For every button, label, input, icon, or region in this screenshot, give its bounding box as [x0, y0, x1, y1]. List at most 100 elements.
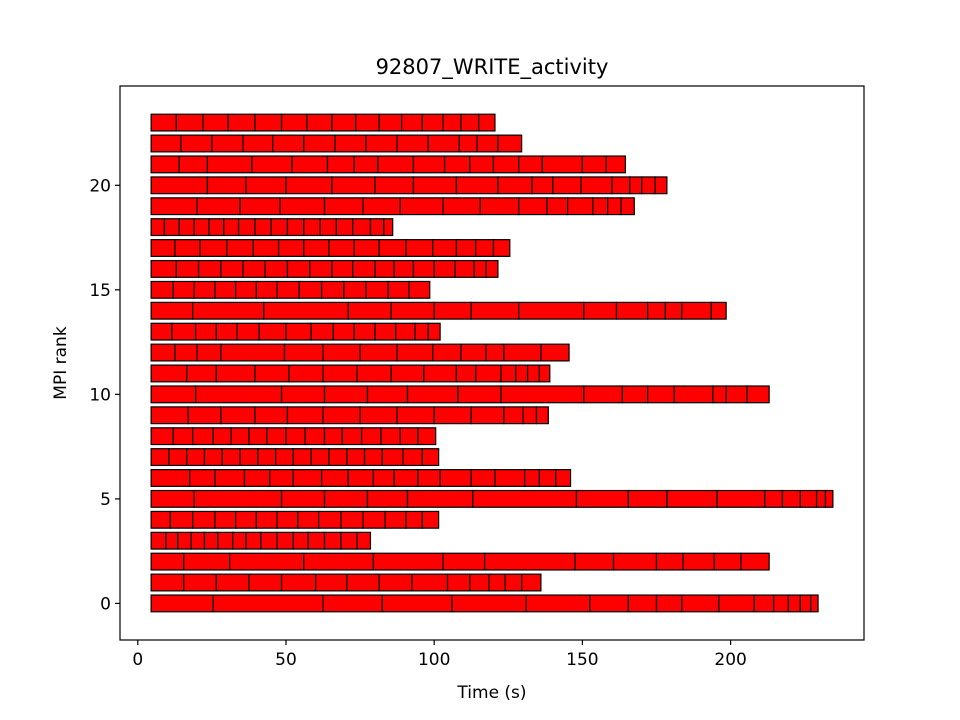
write-segment-bar [150, 489, 195, 508]
write-segment-bar [372, 552, 444, 571]
write-segment-bar [180, 134, 213, 153]
write-segment-bar [320, 280, 345, 299]
write-segment-bar [475, 239, 495, 257]
write-segment-bar [150, 385, 197, 404]
write-segment-bar [402, 448, 423, 467]
rank-16-bars [150, 259, 499, 278]
write-segment-bar [297, 510, 320, 529]
write-segment-bar [405, 510, 423, 529]
write-segment-bar [328, 239, 355, 257]
write-segment-bar [541, 155, 584, 174]
write-segment-bar [469, 155, 495, 174]
write-segment-bar [540, 343, 570, 362]
write-segment-bar [255, 510, 278, 529]
write-segment-bar [303, 218, 321, 237]
write-segment-bar [286, 259, 311, 278]
write-segment-bar [384, 510, 407, 529]
write-segment-bar [340, 510, 364, 529]
rank-14-bars [150, 301, 727, 320]
rank-1-bars [150, 573, 542, 592]
write-segment-bar [331, 176, 376, 195]
write-segment-bar [355, 113, 380, 132]
write-segment-bar [187, 406, 222, 425]
write-segment-bar [245, 531, 262, 550]
write-segment-bar [362, 510, 386, 529]
write-segment-bar [322, 343, 361, 362]
write-segment-bar [199, 239, 228, 257]
chart-title: 92807_WRITE_activity [376, 55, 609, 80]
write-segment-bar [681, 301, 712, 320]
write-segment-bar [220, 259, 244, 278]
write-segment-bar [280, 489, 326, 508]
write-segment-bar [583, 301, 618, 320]
write-segment-bar [378, 113, 403, 132]
rank-21-bars [150, 155, 626, 174]
write-segment-bar [285, 322, 312, 341]
write-segment-bar [546, 197, 569, 216]
write-segment-bar [524, 469, 541, 487]
write-segment-bar [515, 364, 529, 383]
write-segment-bar [612, 552, 658, 571]
write-segment-bar [412, 176, 458, 195]
write-segment-bar [408, 280, 431, 299]
rank-15-bars [150, 280, 431, 299]
write-segment-bar [366, 489, 409, 508]
write-segment-bar [432, 343, 462, 362]
write-segment-bar [260, 531, 278, 550]
rank-12-bars [150, 343, 570, 362]
write-segment-bar [439, 469, 472, 487]
rank-18-bars [150, 218, 394, 237]
write-segment-bar [150, 218, 166, 237]
write-segment-bar [365, 134, 398, 153]
write-segment-bar [285, 427, 306, 446]
write-segment-bar [518, 301, 585, 320]
write-segment-bar [280, 385, 326, 404]
write-segment-bar [292, 448, 312, 467]
write-segment-bar [374, 259, 395, 278]
x-tick-label: 150 [566, 650, 598, 670]
write-segment-bar [177, 531, 192, 550]
write-segment-bar [400, 113, 423, 132]
rank-4-bars [150, 510, 440, 529]
write-segment-bar [378, 573, 413, 592]
write-segment-bar [377, 155, 415, 174]
write-segment-bar [275, 448, 295, 467]
write-segment-bar [288, 364, 324, 383]
write-segment-bar [605, 155, 626, 174]
rank-17-bars [150, 239, 511, 257]
rank-8-bars [150, 427, 437, 446]
write-segment-bar [647, 301, 667, 320]
write-segment-bar [343, 280, 367, 299]
write-segment-bar [323, 197, 364, 216]
write-segment-bar [713, 552, 742, 571]
write-segment-bar [220, 406, 256, 425]
write-segment-bar [478, 113, 496, 132]
write-segment-bar [399, 427, 419, 446]
write-segment-bar [412, 259, 435, 278]
y-tick-label: 10 [89, 385, 111, 405]
rank-22-bars [150, 134, 523, 153]
write-segment-bar [607, 197, 622, 216]
write-segment-bar [239, 197, 281, 216]
write-segment-bar [283, 343, 324, 362]
write-segment-bar [566, 197, 594, 216]
write-segment-bar [359, 406, 398, 425]
write-segment-bar [362, 197, 401, 216]
write-segment-bar [538, 364, 551, 383]
write-segment-bar [150, 406, 189, 425]
write-segment-bar [285, 176, 333, 195]
y-axis-label: MPI rank [51, 326, 71, 400]
write-segment-bar [443, 155, 471, 174]
write-segment-bar [629, 176, 643, 195]
write-segment-bar [171, 322, 197, 341]
write-segment-bar [433, 406, 472, 425]
rank-3-bars [150, 531, 372, 550]
write-segment-bar [503, 406, 524, 425]
write-segment-bar [442, 113, 462, 132]
write-segment-bar [332, 322, 355, 341]
x-tick-label: 50 [275, 650, 297, 670]
write-segment-bar [236, 322, 260, 341]
write-segment-bar [469, 573, 490, 592]
write-segment-bar [175, 113, 204, 132]
write-segment-bar [405, 239, 434, 257]
